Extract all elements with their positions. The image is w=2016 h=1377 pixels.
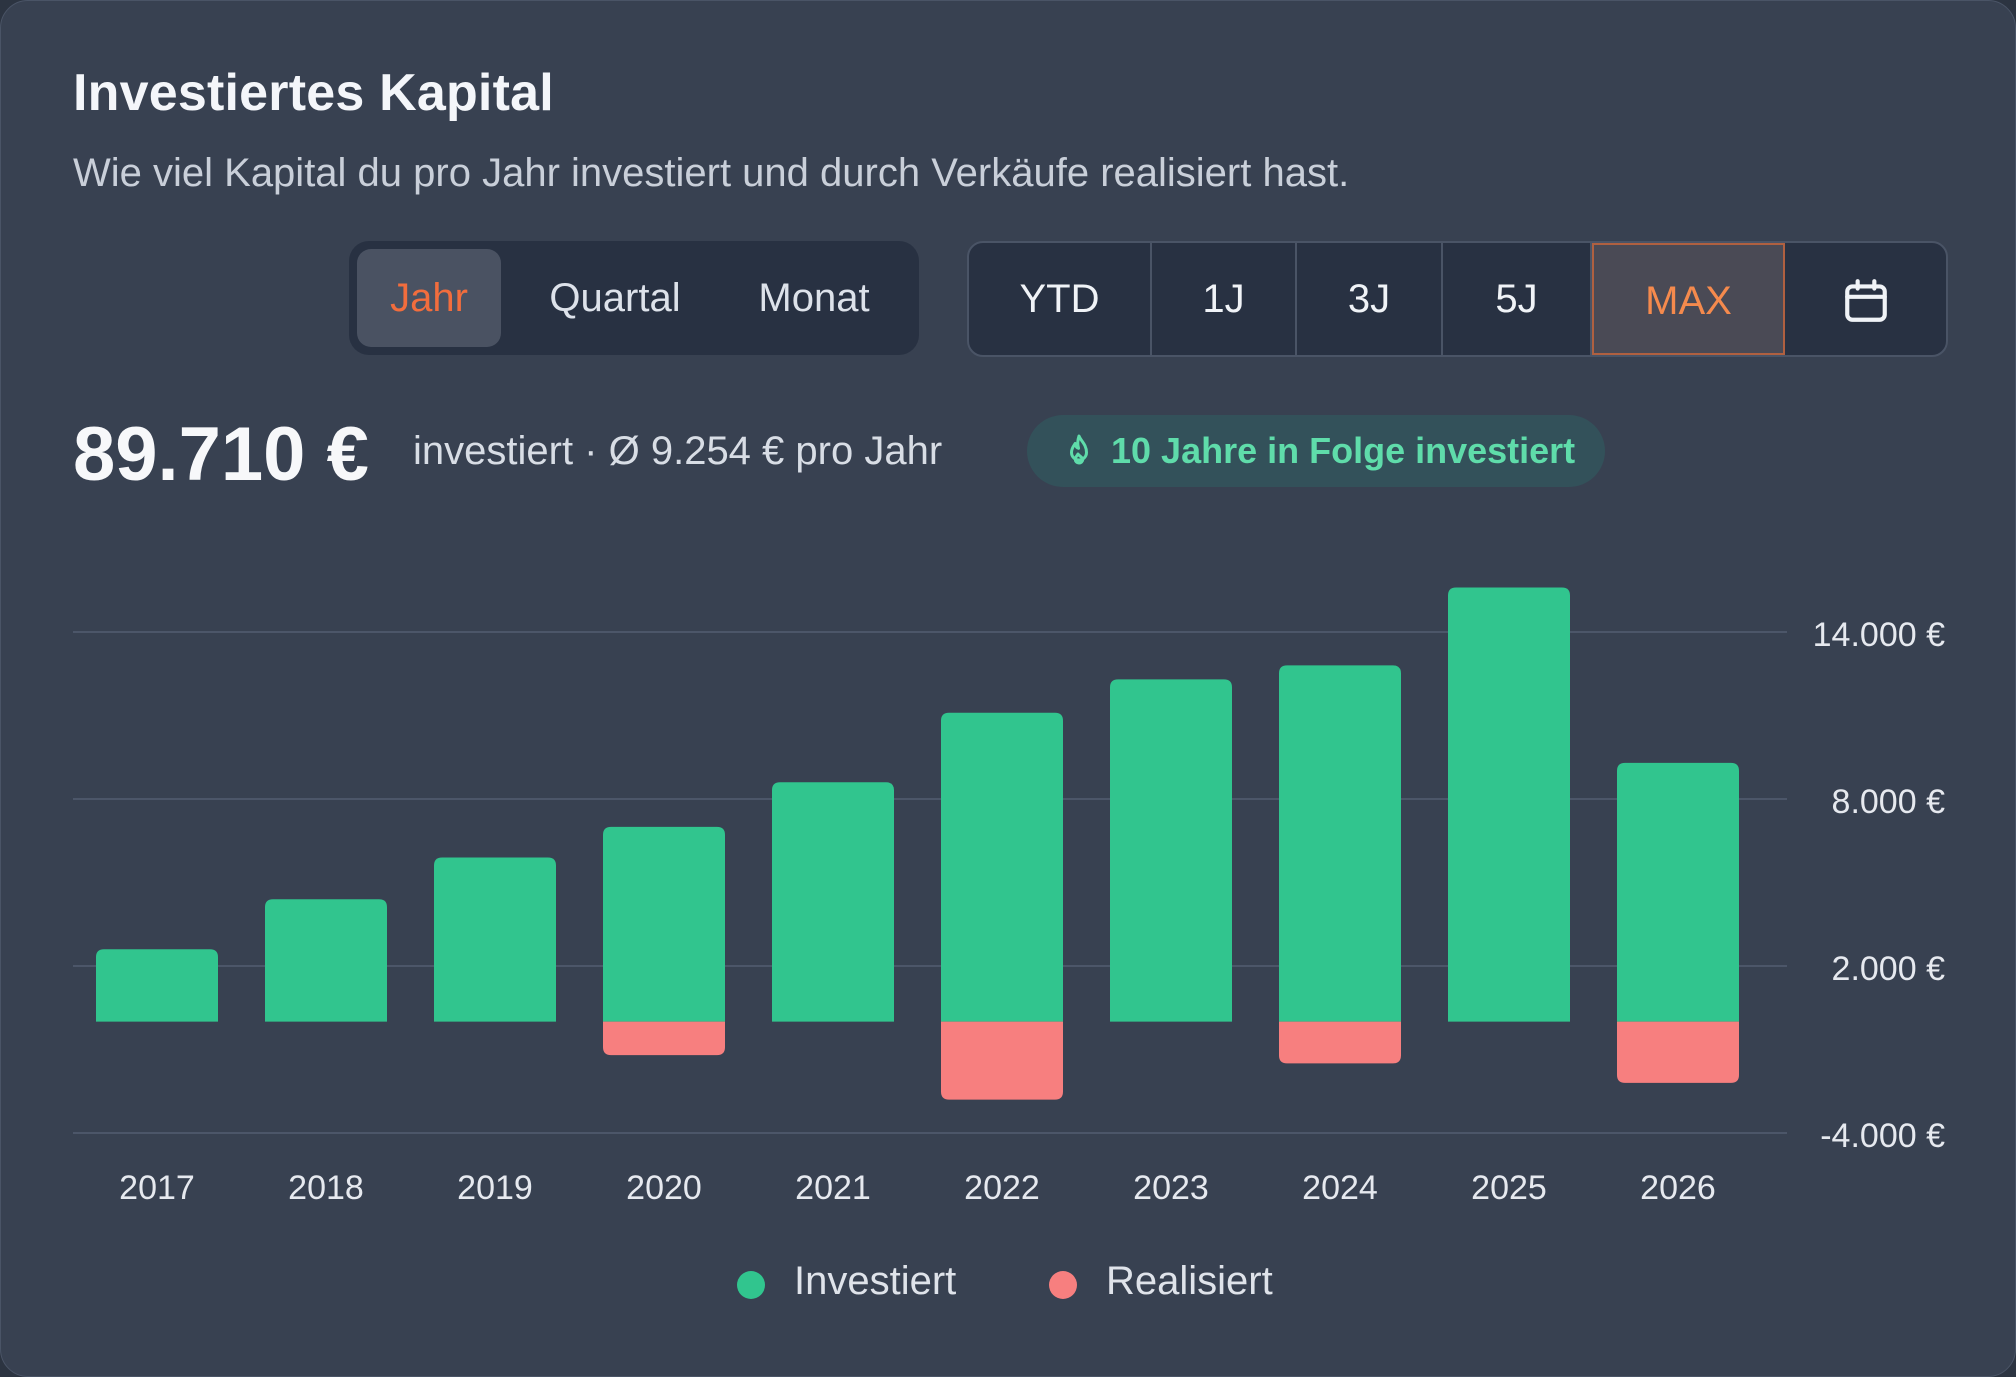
legend-realisiert-dot [1049,1271,1077,1299]
x-tick-label: 2025 [1471,1169,1547,1207]
y-tick-label: 14.000 € [1813,616,1945,654]
calendar-button[interactable] [1785,243,1946,355]
bar-realisiert [603,1021,725,1056]
range-ytd-button[interactable]: YTD [969,243,1152,355]
bar-investiert [265,899,387,1022]
y-tick-label: 2.000 € [1832,950,1946,988]
bar-investiert [96,949,218,1022]
flame-icon [1070,434,1088,465]
granularity-quartal-button[interactable]: Quartal [549,276,681,320]
bar-realisiert [941,1021,1063,1100]
x-tick-label: 2018 [288,1169,364,1207]
bar-investiert [603,826,725,1022]
time-range-selector: YTD 1J 3J 5J MAX [967,241,1948,357]
card-subtitle: Wie viel Kapital du pro Jahr investiert … [73,151,1350,195]
calendar-icon [1844,279,1887,323]
legend-realisiert-label[interactable]: Realisiert [1106,1259,1273,1303]
bar-investiert [1110,679,1232,1022]
bar-investiert [941,712,1063,1022]
bar-investiert [434,857,556,1022]
granularity-monat-button[interactable]: Monat [758,276,870,320]
total-invested-value: 89.710 € [73,412,369,497]
bar-investiert [1279,665,1401,1022]
x-tick-label: 2021 [795,1169,871,1207]
bar-investiert [1617,762,1739,1022]
bar-realisiert [1617,1021,1739,1083]
range-5j-button[interactable]: 5J [1443,243,1592,355]
legend-investiert-label[interactable]: Investiert [794,1259,957,1303]
streak-text: 10 Jahre in Folge investiert [1111,430,1576,471]
range-1j-button[interactable]: 1J [1152,243,1297,355]
x-tick-label: 2019 [457,1169,533,1207]
legend-investiert-dot [737,1271,765,1299]
x-tick-label: 2017 [119,1169,195,1207]
x-tick-label: 2020 [626,1169,702,1207]
bar-investiert [772,782,894,1022]
granularity-jahr-button[interactable]: Jahr [357,249,501,347]
total-invested-detail: investiert · Ø 9.254 € pro Jahr [413,429,943,473]
bar-realisiert [1279,1021,1401,1064]
granularity-toggle: Jahr Quartal Monat [349,241,919,355]
invested-capital-chart: 14.000 € 8.000 € 2.000 € -4.000 € 2017 2018 20… [73,587,1946,1207]
card-title: Investiertes Kapital [73,64,554,122]
range-3j-button[interactable]: 3J [1297,243,1443,355]
streak-badge: 10 Jahre in Folge investiert [1027,415,1605,487]
x-tick-label: 2022 [964,1169,1040,1207]
x-tick-label: 2023 [1133,1169,1209,1207]
y-tick-label: 8.000 € [1832,783,1946,821]
range-max-button[interactable]: MAX [1592,243,1785,355]
x-tick-label: 2026 [1640,1169,1716,1207]
bar-investiert [1448,587,1570,1022]
y-tick-label: -4.000 € [1820,1117,1945,1155]
x-tick-label: 2024 [1302,1169,1378,1207]
